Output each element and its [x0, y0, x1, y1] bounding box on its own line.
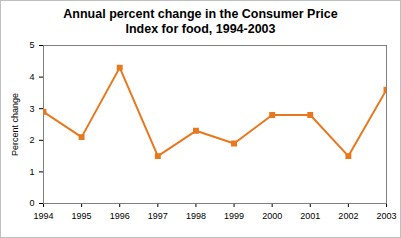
svg-text:2003: 2003 — [376, 211, 396, 221]
svg-text:2: 2 — [29, 135, 34, 145]
svg-text:1998: 1998 — [186, 211, 206, 221]
svg-text:2001: 2001 — [300, 211, 320, 221]
svg-text:Percent change: Percent change — [10, 93, 20, 156]
svg-text:2000: 2000 — [262, 211, 282, 221]
svg-text:5: 5 — [29, 40, 34, 50]
svg-text:0: 0 — [29, 198, 34, 208]
html-text:Annual percent change in the C: Annual percent change in the Consumer Pr… — [63, 7, 338, 36]
svg-text:1995: 1995 — [72, 211, 92, 221]
svg-text:4: 4 — [29, 72, 34, 82]
svg-text:1994: 1994 — [33, 211, 53, 221]
svg-text:2002: 2002 — [338, 211, 358, 221]
svg-text:1999: 1999 — [224, 211, 244, 221]
svg-text:1997: 1997 — [148, 211, 168, 221]
svg-text:3: 3 — [29, 104, 34, 114]
svg-text:1996: 1996 — [110, 211, 130, 221]
svg-text:1: 1 — [29, 167, 34, 177]
